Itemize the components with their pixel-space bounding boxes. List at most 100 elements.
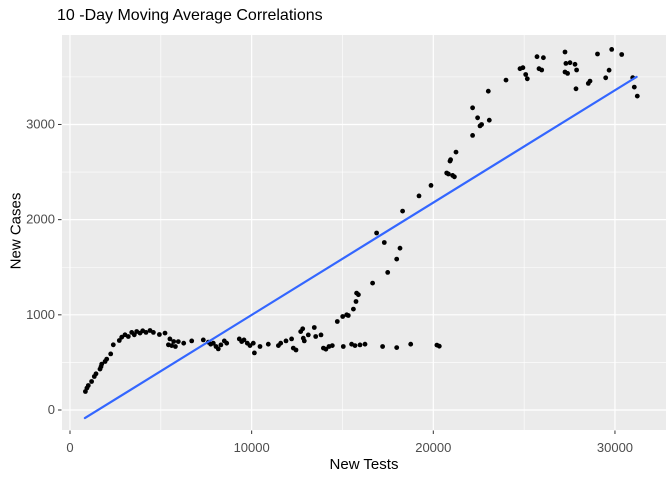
data-point: [381, 240, 387, 245]
data-point: [108, 351, 114, 357]
data-point: [631, 84, 637, 90]
x-tick-label: 20000: [415, 440, 451, 455]
data-point: [485, 88, 491, 94]
data-point: [200, 337, 206, 343]
data-point: [119, 334, 125, 340]
data-point: [301, 338, 307, 344]
data-point: [380, 344, 385, 349]
data-point: [562, 49, 568, 55]
data-point: [374, 230, 379, 236]
data-point: [210, 340, 216, 346]
data-point: [385, 270, 391, 275]
data-point: [357, 342, 363, 348]
data-point: [85, 383, 91, 388]
data-point: [181, 340, 187, 346]
data-point: [452, 174, 457, 180]
data-point: [340, 314, 346, 319]
data-point: [609, 47, 615, 52]
data-point: [110, 342, 116, 348]
data-point: [567, 60, 573, 66]
data-point: [215, 346, 221, 352]
data-point: [252, 350, 257, 356]
data-point: [416, 193, 422, 199]
data-point: [595, 51, 600, 57]
data-point: [353, 299, 359, 304]
data-point: [241, 337, 247, 343]
data-point: [400, 208, 405, 214]
data-point: [334, 319, 340, 324]
data-point: [524, 76, 530, 82]
data-point: [603, 75, 609, 81]
data-point: [370, 280, 375, 286]
data-point: [125, 334, 131, 339]
data-point: [89, 379, 94, 384]
data-point: [563, 61, 569, 66]
data-point: [169, 343, 175, 348]
data-point: [541, 55, 546, 61]
data-point: [162, 330, 168, 336]
data-point: [218, 342, 224, 348]
data-point: [283, 338, 289, 344]
data-point: [311, 325, 317, 330]
data-point: [394, 256, 400, 262]
data-point: [356, 292, 361, 298]
data-point: [565, 71, 570, 76]
panel-background: [62, 35, 666, 430]
data-point: [362, 341, 368, 347]
data-point: [93, 371, 99, 377]
data-point: [503, 77, 509, 83]
data-point: [289, 336, 294, 342]
data-point: [265, 341, 271, 347]
y-tick-label: 3000: [26, 116, 55, 131]
data-point: [520, 65, 526, 71]
data-point: [151, 330, 156, 335]
data-point: [340, 344, 346, 349]
data-point: [394, 345, 400, 350]
data-point: [305, 332, 311, 338]
data-point: [247, 343, 253, 348]
x-tick-label: 10000: [234, 440, 270, 455]
data-point: [278, 340, 284, 346]
data-point: [189, 338, 195, 344]
data-point: [250, 340, 256, 346]
data-point: [224, 340, 230, 346]
data-point: [116, 338, 122, 343]
data-point: [157, 332, 162, 337]
data-point: [573, 86, 579, 92]
data-point: [293, 347, 299, 353]
data-point: [318, 332, 324, 338]
data-point: [475, 115, 480, 121]
data-point: [574, 67, 579, 73]
data-point: [534, 54, 540, 60]
data-point: [634, 93, 640, 99]
data-point: [171, 339, 177, 344]
data-point: [446, 171, 451, 177]
chart-title: 10 -Day Moving Average Correlations: [57, 7, 323, 24]
x-axis-title: New Tests: [329, 456, 399, 473]
data-point: [131, 332, 137, 338]
data-point: [453, 149, 459, 155]
data-point: [470, 133, 475, 138]
data-point: [619, 52, 625, 57]
data-point: [397, 245, 403, 251]
data-point: [523, 72, 529, 77]
x-tick-label: 30000: [597, 440, 633, 455]
data-point: [345, 313, 351, 318]
data-point: [352, 343, 358, 348]
data-point: [606, 67, 612, 73]
y-tick-label: 0: [48, 402, 55, 417]
data-point: [167, 336, 173, 342]
y-tick-label: 2000: [26, 212, 55, 227]
data-point: [257, 344, 263, 349]
data-point: [329, 343, 335, 348]
data-point: [486, 117, 492, 123]
x-tick-label: 0: [66, 440, 73, 455]
y-axis-title: New Cases: [7, 192, 25, 270]
data-point: [479, 122, 484, 127]
trend-line: [83, 75, 638, 420]
data-point: [587, 78, 593, 84]
data-point: [436, 343, 442, 349]
data-point: [300, 326, 306, 332]
